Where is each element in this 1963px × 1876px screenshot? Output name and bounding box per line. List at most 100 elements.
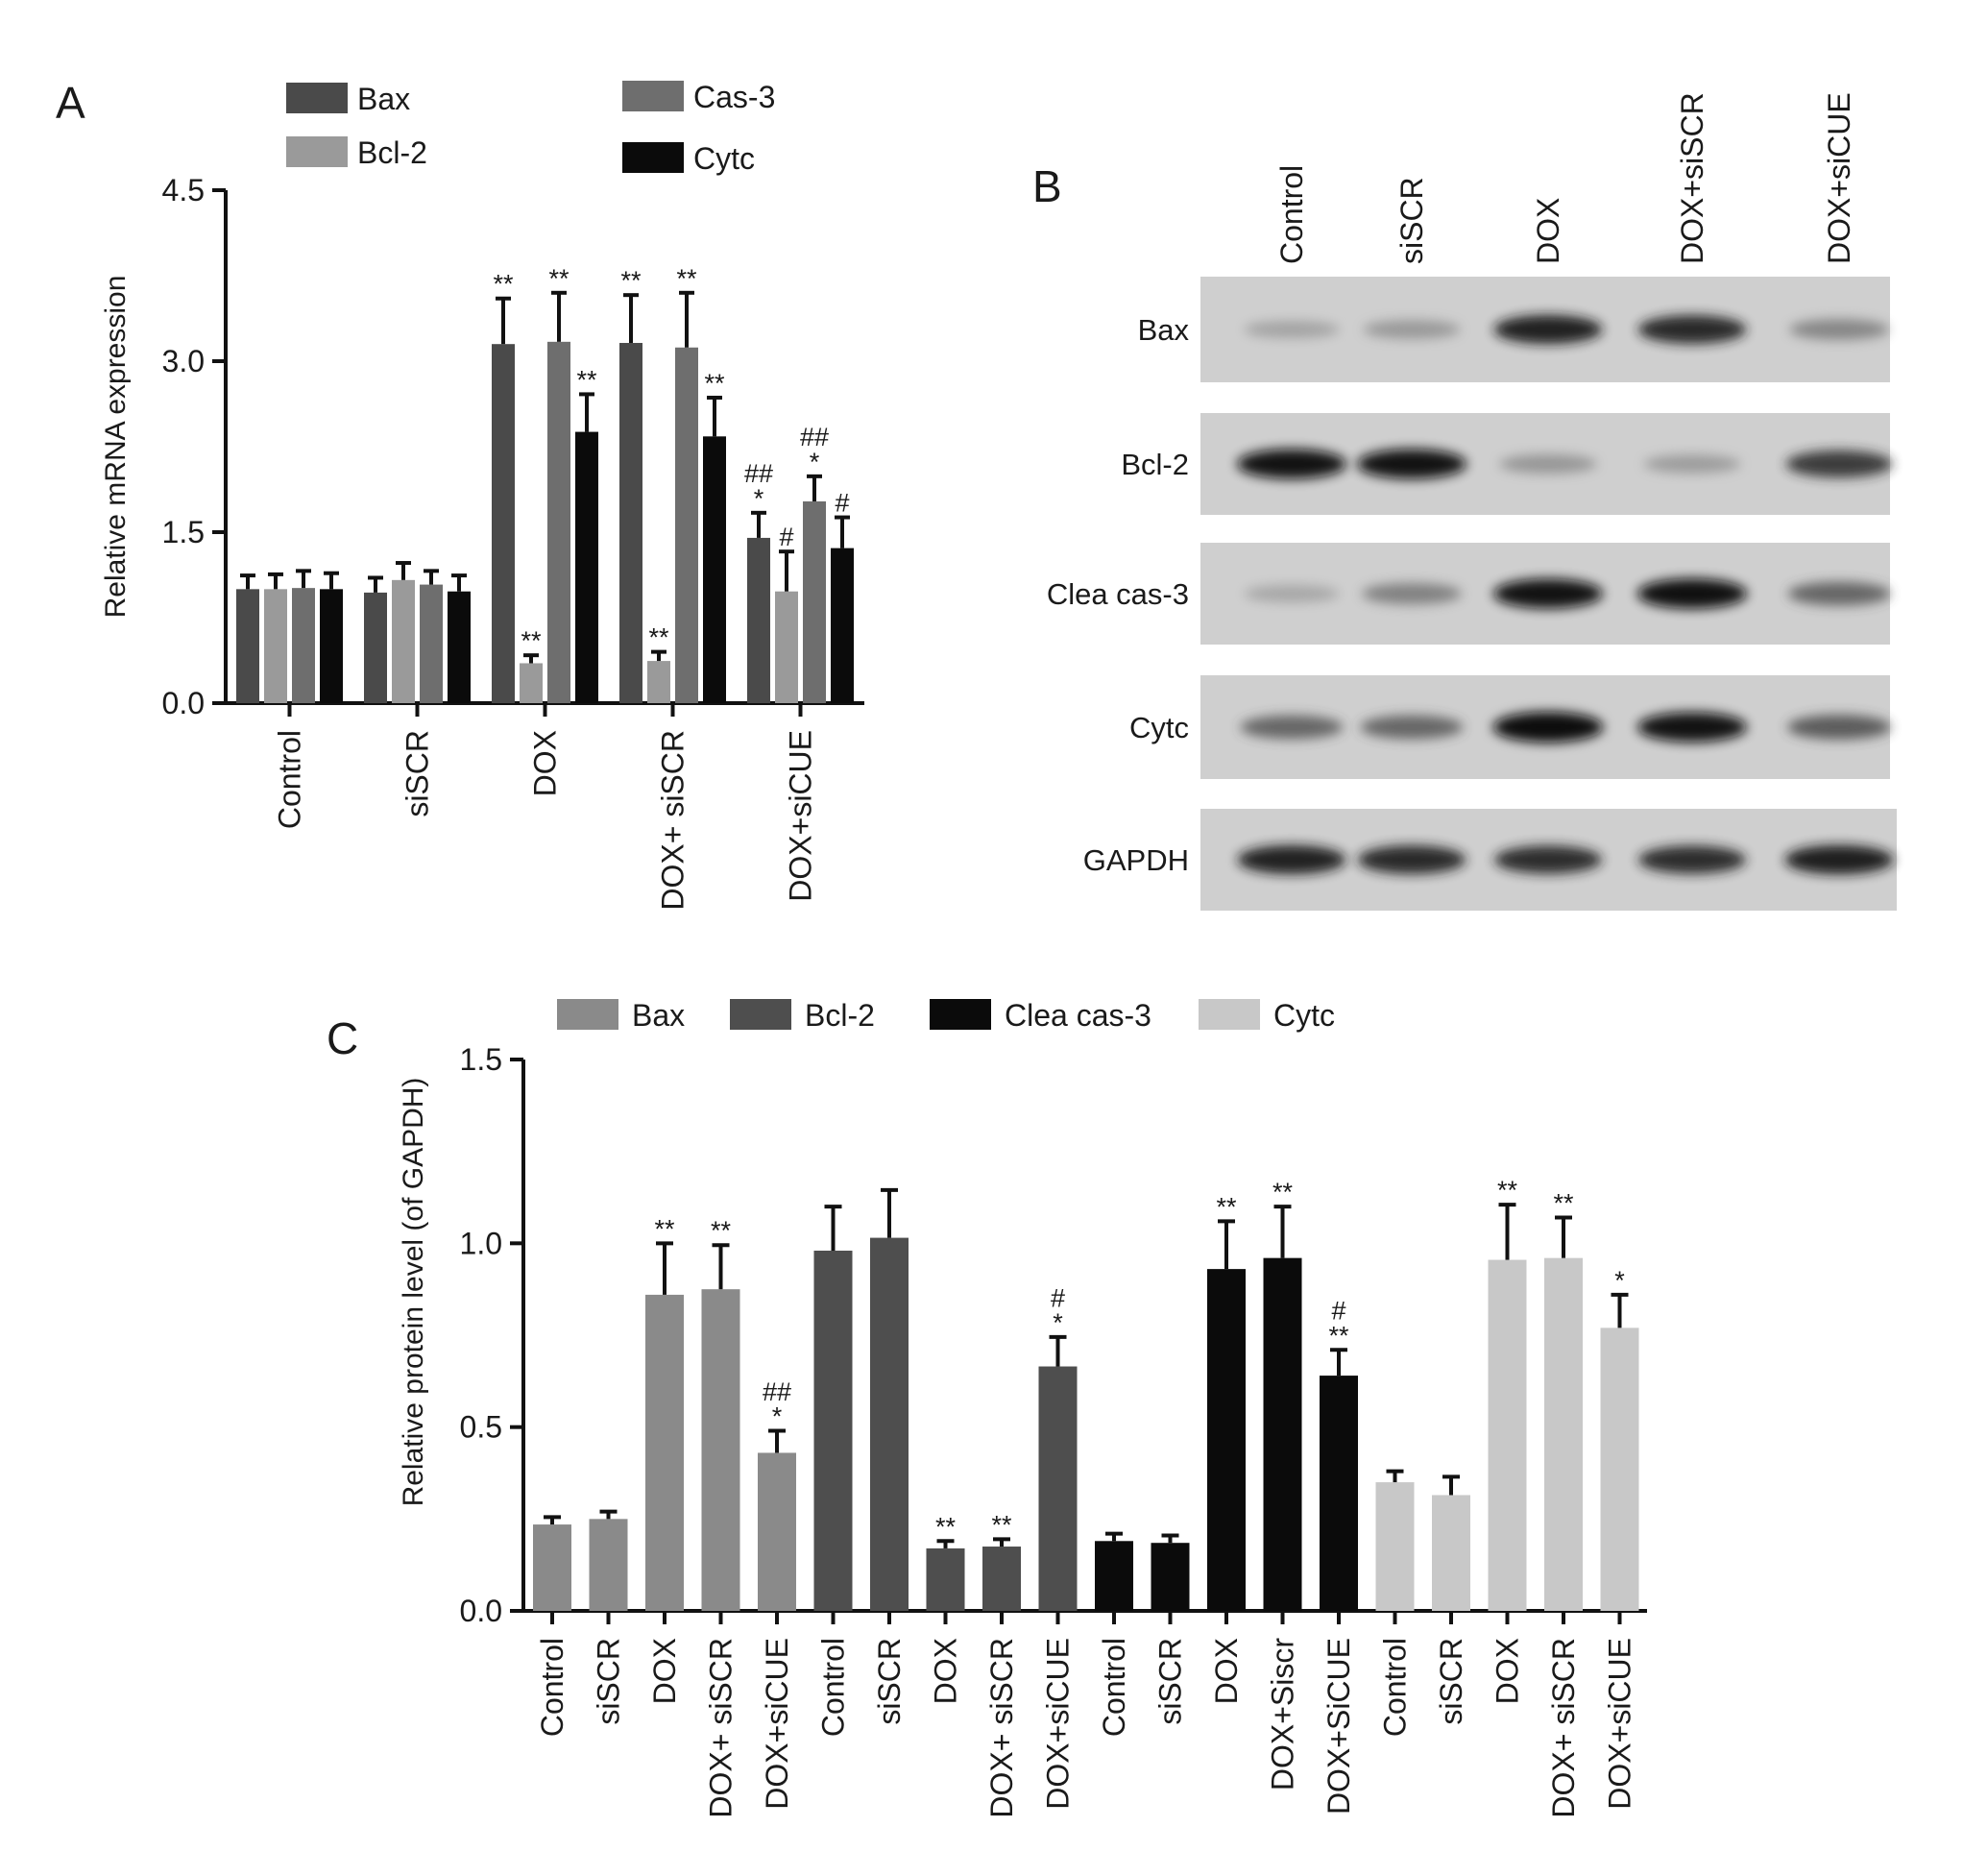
chart-a-significance: **: [704, 369, 725, 398]
chart-c-bar: [589, 1519, 628, 1611]
chart-a-legend-swatch: [286, 136, 348, 167]
blot-band: [1357, 845, 1466, 874]
blot-band: [1357, 449, 1466, 479]
blot-lane-label: DOX+siCUE: [1822, 92, 1856, 264]
chart-a-legend-label: Bax: [357, 82, 410, 116]
blot-band: [1493, 578, 1603, 609]
chart-a-bar: [448, 591, 471, 703]
blot-lane-label: Control: [1274, 165, 1309, 264]
chart-c-x-tick-label: Control: [535, 1638, 570, 1737]
chart-c-legend-swatch: [557, 999, 618, 1030]
chart-a-x-tick-label: DOX+ siSCR: [656, 730, 691, 911]
blot-lane-label: siSCR: [1394, 177, 1429, 264]
chart-c-bar: [1432, 1495, 1470, 1611]
chart-a-significance: #: [779, 523, 793, 551]
chart-a: Bax Bcl-2 Cas-3 Cytc Relative mRNA expressi…: [100, 80, 864, 911]
chart-c-y-tick-label: 1.5: [460, 1042, 502, 1077]
chart-c-significance: **: [935, 1512, 957, 1541]
chart-c-bar: [1151, 1543, 1190, 1611]
chart-c-bar: [1207, 1269, 1246, 1611]
chart-a-bar: [575, 431, 598, 703]
chart-c-y-tick-label: 0.0: [460, 1594, 502, 1628]
chart-c-legend: Bax Bcl-2 Clea cas-3 Cytc: [557, 998, 1335, 1033]
chart-c-x-tick-label: Control: [1378, 1638, 1413, 1737]
chart-a-significance: #: [835, 489, 849, 518]
chart-c-x-tick-label: DOX: [1209, 1638, 1244, 1704]
blot-row-label: Bcl-2: [1121, 448, 1189, 481]
chart-c-legend-swatch: [930, 999, 991, 1030]
chart-a-bars: ****************## *### *#: [236, 264, 854, 703]
chart-c-x-tick-label: DOX: [647, 1638, 682, 1704]
chart-a-legend-label: Bcl-2: [357, 135, 427, 170]
blot-lane-labels: Control siSCR DOX DOX+siSCR DOX+siCUE: [1274, 92, 1856, 264]
blot-band: [1785, 450, 1893, 478]
chart-c-x-tick-label: DOX: [1490, 1638, 1525, 1704]
chart-a-significance: **: [676, 264, 697, 293]
chart-c-bar: [982, 1547, 1021, 1611]
chart-a-bar: [492, 344, 515, 703]
chart-a-bar: [520, 663, 543, 703]
chart-a-bar: [619, 343, 642, 703]
blot-band: [1362, 582, 1462, 605]
chart-a-significance: **: [648, 623, 669, 652]
chart-a-significance: **: [521, 626, 542, 655]
chart-c-y-tick-label: 0.5: [460, 1410, 502, 1445]
chart-a-x-tick-label: DOX+siCUE: [784, 730, 818, 902]
blot-band: [1244, 585, 1340, 602]
blot-band: [1643, 454, 1741, 474]
chart-a-bar: [364, 592, 387, 703]
chart-a-significance: **: [576, 365, 597, 394]
blot-lane-label: DOX: [1531, 198, 1565, 264]
chart-a-legend-label: Cas-3: [693, 80, 775, 114]
chart-c-x-tick-label: DOX+ siSCR: [1546, 1638, 1581, 1818]
chart-c-bars: ** **## *** **# *****# **** ***: [533, 1176, 1639, 1611]
blot-band: [1637, 315, 1747, 344]
blot-band: [1237, 449, 1346, 479]
chart-c-significance: ## *: [763, 1377, 791, 1431]
chart-a-y-tick-label: 3.0: [162, 344, 205, 378]
chart-c-bar: [870, 1237, 909, 1611]
chart-a-legend: Bax Bcl-2 Cas-3 Cytc: [286, 80, 775, 176]
chart-c-legend-label: Cytc: [1273, 998, 1335, 1033]
chart-c: Bax Bcl-2 Clea cas-3 Cytc Relative protein …: [398, 998, 1647, 1818]
chart-a-x-tick-labels: Control siSCR DOX DOX+ siSCR DOX+siCUE: [273, 730, 818, 911]
chart-c-legend-swatch: [730, 999, 791, 1030]
chart-c-x-tick-label: Control: [1097, 1638, 1131, 1737]
chart-a-significance: **: [548, 264, 570, 293]
blot-band: [1360, 715, 1464, 740]
chart-c-significance: **: [1497, 1176, 1518, 1205]
chart-c-bar: [533, 1524, 571, 1611]
chart-c-significance: **: [991, 1510, 1012, 1539]
blot-band: [1789, 319, 1889, 340]
chart-c-x-tick-label: DOX+siCUE: [760, 1638, 794, 1810]
chart-c-x-tick-label: siSCR: [1153, 1638, 1188, 1725]
blot-row-label: Bax: [1138, 313, 1190, 347]
chart-a-x-tick-label: siSCR: [400, 730, 435, 817]
chart-a-bar: [292, 588, 315, 703]
blot-band: [1787, 581, 1891, 606]
chart-a-bar: [831, 548, 854, 703]
chart-c-bar: [926, 1547, 965, 1611]
chart-c-significance: **: [654, 1214, 675, 1243]
blot-band: [1636, 578, 1748, 609]
blot-row-label: Clea cas-3: [1047, 577, 1189, 611]
chart-a-y-tick-label: 1.5: [162, 515, 205, 549]
panel-label-c: C: [327, 1013, 358, 1063]
chart-c-bar: [1544, 1257, 1583, 1611]
chart-a-bar: [420, 584, 443, 703]
blot-band: [1237, 844, 1346, 875]
western-blot: Control siSCR DOX DOX+siSCR DOX+siCUE Bax Bcl…: [1047, 92, 1897, 911]
chart-c-significance: **: [711, 1216, 732, 1245]
chart-a-bar: [803, 500, 826, 703]
chart-c-x-tick-label: siSCR: [592, 1638, 626, 1725]
chart-a-significance: **: [620, 266, 642, 295]
chart-c-x-tick-label: DOX: [929, 1638, 963, 1704]
chart-a-bar: [236, 589, 259, 703]
blot-rows: Bax Bcl-2 Clea cas-3 Cytc GAPDH: [1047, 277, 1897, 911]
blot-row-label: Cytc: [1129, 711, 1189, 744]
chart-c-significance: # **: [1328, 1297, 1349, 1351]
chart-c-legend-label: Bax: [632, 998, 685, 1033]
chart-c-legend-label: Bcl-2: [805, 998, 875, 1033]
chart-a-legend-swatch: [622, 81, 684, 111]
